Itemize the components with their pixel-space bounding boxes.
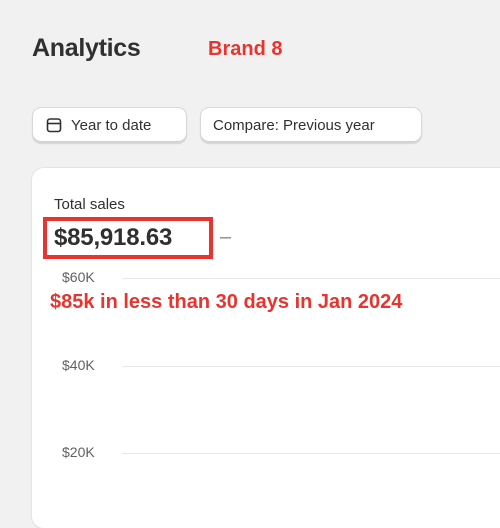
gridline — [122, 278, 500, 279]
y-axis-label: $60K — [62, 269, 95, 285]
callout-annotation: $85k in less than 30 days in Jan 2024 — [50, 291, 403, 313]
highlight-box — [43, 217, 213, 259]
compare-label: Compare: Previous year — [213, 116, 375, 134]
y-axis-label: $40K — [62, 357, 95, 373]
y-axis-label: $20K — [62, 444, 95, 460]
brand-annotation: Brand 8 — [208, 38, 283, 60]
metric-value: $85,918.63 — [54, 224, 173, 251]
gridline — [122, 453, 500, 454]
compare-button[interactable]: Compare: Previous year — [200, 107, 422, 143]
calendar-icon — [45, 116, 63, 134]
metric-comparison-dash: – — [220, 226, 232, 248]
date-range-label: Year to date — [71, 116, 152, 134]
page-title: Analytics — [32, 34, 141, 62]
total-sales-card: Total sales $85,918.63 – $60K $85k in le… — [32, 168, 500, 528]
date-range-button[interactable]: Year to date — [32, 107, 187, 143]
metric-label: Total sales — [54, 196, 125, 213]
gridline — [122, 366, 500, 367]
